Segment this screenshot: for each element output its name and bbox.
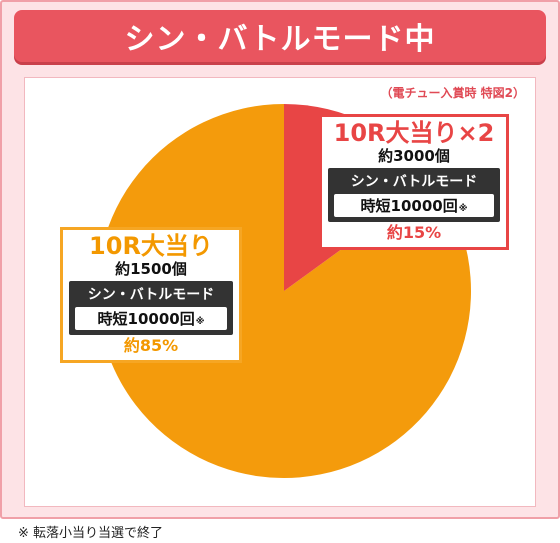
label-10r-x2-mode: シン・バトルモード 時短10000回※ — [328, 168, 500, 222]
label-10r-mode-text: シン・バトルモード — [87, 287, 215, 303]
source-note: （電チュー入賞時 特図2） — [380, 86, 525, 100]
label-10r: 10R大当り 約1500個 シン・バトルモード 時短10000回※ 約85% — [60, 227, 242, 363]
chart-title: シン・バトルモード中 — [14, 10, 546, 62]
label-10r-x2-mode-text: シン・バトルモード — [350, 174, 478, 190]
label-10r-x2-percent: 約15% — [386, 223, 442, 242]
label-10r-mode: シン・バトルモード 時短10000回※ — [69, 281, 233, 335]
label-10r-jitan-mark: ※ — [195, 317, 205, 327]
label-10r-x2-count: 約3000個 — [378, 147, 450, 165]
label-10r-x2-jitan-text: 時短10000回 — [360, 197, 458, 215]
label-10r-x2: 10R大当り×2 約3000個 シン・バトルモード 時短10000回※ 約15% — [319, 114, 509, 250]
label-10r-x2-jitan: 時短10000回※ — [334, 194, 494, 217]
pie-slice-10r — [97, 104, 472, 478]
chart-frame: シン・バトルモード中 （電チュー入賞時 特図2） 10R大当り 約1500個 シ… — [0, 0, 560, 519]
label-10r-jitan-text: 時短10000回 — [97, 310, 195, 328]
label-10r-percent: 約85% — [123, 336, 179, 355]
label-10r-title: 10R大当り — [89, 232, 213, 260]
label-10r-count: 約1500個 — [115, 260, 187, 278]
label-10r-jitan: 時短10000回※ — [75, 307, 227, 330]
chart-panel: （電チュー入賞時 特図2） 10R大当り 約1500個 シン・バトルモード 時短… — [24, 77, 536, 507]
footnote: ※ 転落小当り当選で終了 — [18, 526, 164, 541]
label-10r-x2-title: 10R大当り×2 — [333, 119, 495, 147]
label-10r-x2-jitan-mark: ※ — [458, 204, 468, 214]
